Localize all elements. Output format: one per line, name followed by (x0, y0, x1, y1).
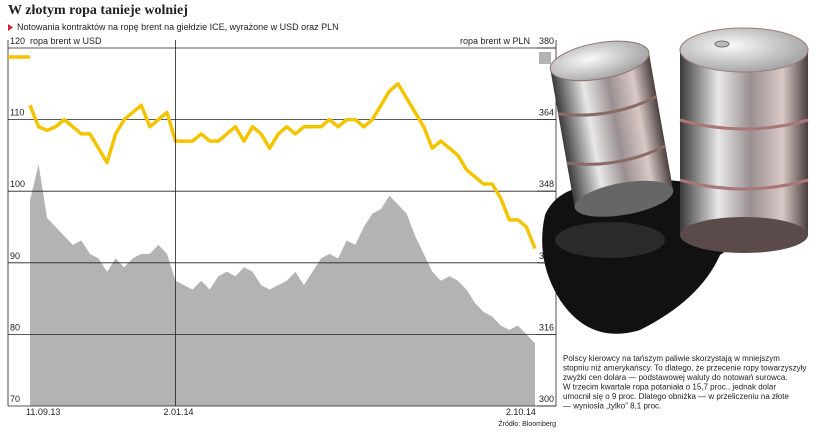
annotation-line: umocnił się o 9 proc. Dlatego obniżka — … (563, 392, 789, 401)
annotation-line: zwyżki cen dolara — podstawowej waluty d… (563, 373, 788, 382)
y-tick-label: 100 (10, 179, 25, 189)
plot: 70809010011012030031633234836438011.09.1… (7, 36, 557, 417)
y2-tick-label: 380 (539, 36, 554, 46)
chart-title: W złotym ropa tanieje wolniej (8, 3, 188, 18)
y-tick-label: 80 (10, 322, 20, 332)
annotation-line: W trzecim kwartale ropa potaniała o 15,7… (563, 383, 776, 392)
legend-swatch (539, 52, 551, 64)
y2-tick-label: 316 (539, 322, 554, 332)
legend-label: ropa brent w USD (30, 36, 102, 46)
area (30, 164, 535, 406)
annotation-line: — wyniosła „tylko” 8,1 proc. (563, 402, 661, 411)
annotation: Polscy kierowcy na tańszym paliwie skorz… (563, 354, 806, 411)
y-tick-label: 70 (10, 394, 20, 404)
x-tick-label: 11.09.13 (26, 407, 60, 417)
y-tick-label: 120 (10, 36, 25, 46)
y-tick-label: 110 (10, 108, 24, 118)
x-tick-label: 2.01.14 (164, 407, 194, 417)
y-tick-label: 90 (10, 251, 20, 261)
y2-tick-label: 300 (539, 394, 554, 404)
source: Źródło: Bloomberg (498, 419, 556, 428)
subtitle: Notowania kontraktów na ropę brent na gi… (17, 22, 339, 32)
legend-label: ropa brent w PLN (460, 36, 530, 46)
y2-tick-label: 364 (539, 108, 554, 118)
x-tick-label: 2.10.14 (506, 407, 536, 417)
oil-barrels-image (542, 27, 809, 334)
bullet (8, 24, 13, 31)
line (28, 82, 537, 250)
annotation-line: stopniu niż amerykańscy. To dlatego, że … (563, 364, 806, 373)
annotation-line: Polscy kierowcy na tańszym paliwie skorz… (563, 354, 780, 363)
y2-tick-label: 348 (539, 179, 554, 189)
